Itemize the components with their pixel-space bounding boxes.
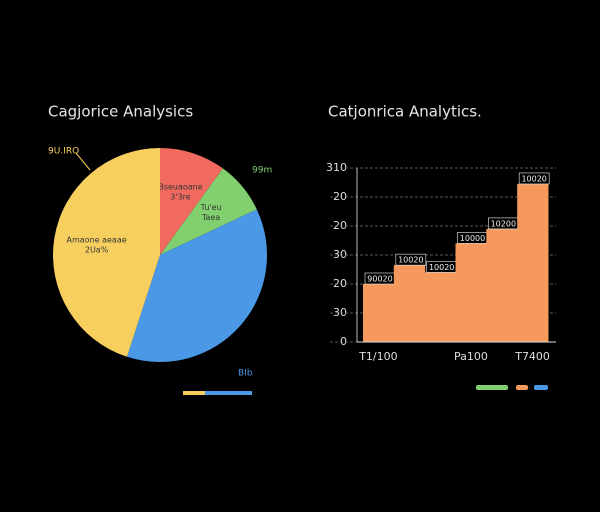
step-area [517,183,549,342]
legend-swatch [205,391,252,395]
pie-slice [126,209,267,362]
value-label: 10020 [521,174,546,183]
callout-line [75,152,91,171]
value-label: 10200 [491,219,516,228]
y-tick-label: 30 [333,248,347,261]
value-label-box [518,172,550,185]
slice-label: Bseuaoane [158,182,202,191]
pie-slice [160,148,223,255]
value-label: 10000 [460,234,485,243]
slice-label: 2Ua% [85,245,109,254]
value-label: 10020 [429,263,454,272]
x-tick-label: Pa100 [454,350,488,363]
step-area [363,284,395,342]
legend-swatch [534,385,548,390]
legend-swatch [183,391,205,395]
x-tick-label: T7400 [514,350,550,363]
value-label-box [395,253,427,266]
step-area [455,243,487,342]
pie-title: Cagjorice Analysics [48,103,193,121]
slice-label: Amaone aeaae [67,235,127,244]
pie-slice [160,168,257,255]
slice-callout: 99m [252,166,272,176]
legend-swatch [476,385,508,390]
y-tick-label: 310 [326,161,347,174]
value-label: 90020 [367,275,392,284]
slice-label: Tu'eu [200,203,222,212]
slice-callout: BIb [238,369,253,379]
slice-label: 3'3re [170,192,190,201]
step-area [486,228,518,342]
y-tick-label: 20 [333,190,347,203]
y-tick-label: 30 [333,306,347,319]
y-tick-label: 20 [333,219,347,232]
slice-label: Taea [201,213,220,222]
slice-callout: 9U.IRO [48,147,79,157]
step-area [393,265,426,342]
y-tick-label: 20 [333,277,347,290]
step-area [424,272,456,342]
pie-slice [53,148,160,357]
legend-swatch [516,385,528,390]
area-title: Catjonrica Analytics. [328,103,482,121]
value-label: 10020 [398,256,423,265]
y-tick-label: 0 [340,335,347,348]
x-tick-label: T1/100 [358,350,397,363]
